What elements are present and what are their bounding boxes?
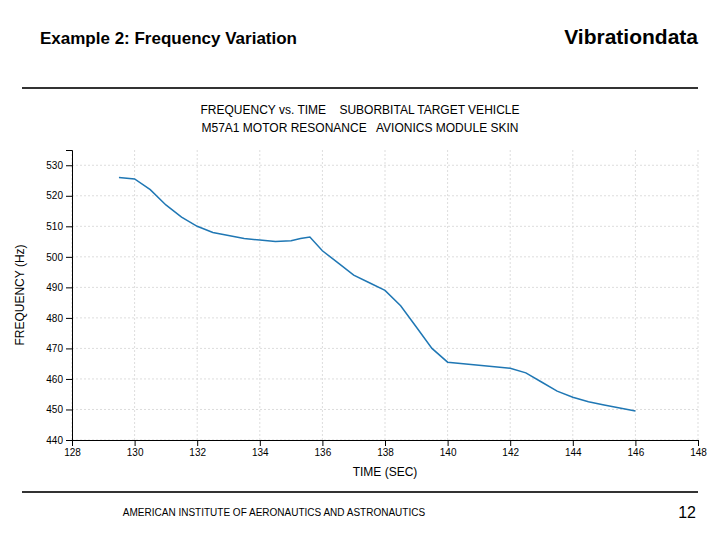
tick-label: 130: [127, 447, 144, 458]
tick-label: 134: [252, 447, 269, 458]
tick: 450: [46, 404, 72, 415]
line: [119, 177, 635, 411]
tick-label: 480: [46, 313, 63, 324]
grid-line: [72, 409, 698, 410]
tick-label: 470: [46, 343, 63, 354]
tick-label: 520: [46, 190, 63, 201]
tick: 480: [46, 313, 72, 324]
tick-mark: [66, 165, 72, 166]
tick-label: 146: [628, 447, 645, 458]
grid: [72, 150, 698, 440]
x-axis: 128 130 132 134 136 138 140 142 144 146 148: [64, 440, 707, 458]
grid-line: [72, 287, 698, 288]
chart: Example 2: Frequency Variation Vibrationd…: [0, 0, 720, 540]
tick: 500: [46, 252, 72, 263]
tick-label: 530: [46, 160, 63, 171]
axis-line: [73, 441, 699, 447]
tick-mark: [66, 348, 72, 349]
tick: 144: [565, 440, 582, 458]
grid-line: [72, 226, 698, 227]
y-axis: 440 450 460 470 480 490 500 510 520 530: [46, 151, 72, 446]
tick-label: 144: [565, 447, 582, 458]
tick: 520: [46, 190, 72, 201]
grid-line: [635, 150, 636, 440]
grid-line: [72, 256, 698, 257]
tick-mark: [66, 318, 72, 319]
tick-label: 128: [64, 447, 81, 458]
tick: 148: [690, 440, 707, 458]
tick-mark: [322, 440, 323, 446]
tick-mark: [66, 196, 72, 197]
tick-mark: [635, 440, 636, 446]
tick: 128: [64, 440, 81, 458]
tick-mark: [66, 226, 72, 227]
tick: 440: [46, 435, 72, 446]
grid-line: [134, 150, 135, 440]
tick: 490: [46, 282, 72, 293]
tick-label: 450: [46, 404, 63, 415]
grid-line: [698, 150, 699, 440]
header-rule: [22, 87, 698, 89]
tick-label: 142: [502, 447, 519, 458]
tick-mark: [448, 440, 449, 446]
tick-mark: [66, 257, 72, 258]
grid-line: [72, 195, 698, 196]
title: FREQUENCY vs. TIME SUBORBITAL TARGET VEH…: [201, 103, 520, 117]
tick-label: 500: [46, 252, 63, 263]
plot: 1281301321341361381401421441461484404504…: [13, 150, 707, 479]
grid-line: [72, 378, 698, 379]
header-left: Example 2: Frequency Variation: [40, 29, 297, 48]
tick-label: 148: [690, 447, 707, 458]
grid-line: [72, 317, 698, 318]
tick-label: 140: [440, 447, 457, 458]
tick-mark: [135, 440, 136, 446]
header-right: Vibrationdata: [564, 25, 698, 48]
tick-mark: [260, 440, 261, 446]
subtitle: M57A1 MOTOR RESONANCE AVIONICS MODULE SK…: [202, 121, 519, 135]
grid-line: [322, 150, 323, 440]
footer-rule: [22, 491, 698, 493]
grid-line: [259, 150, 260, 440]
tick-mark: [510, 440, 511, 446]
tick: 132: [189, 440, 206, 458]
y-axis-title: FREQUENCY (Hz): [13, 244, 27, 345]
tick: 140: [440, 440, 457, 458]
grid-line: [447, 150, 448, 440]
footer-text: AMERICAN INSTITUTE OF AERONAUTICS AND AS…: [123, 507, 426, 518]
tick: 142: [502, 440, 519, 458]
tick-mark: [197, 440, 198, 446]
grid-line: [385, 150, 386, 440]
tick-mark: [66, 440, 72, 441]
tick: 510: [46, 221, 72, 232]
tick: 134: [252, 440, 269, 458]
grid-line: [197, 150, 198, 440]
tick: 138: [377, 440, 394, 458]
tick-label: 510: [46, 221, 63, 232]
marks: [119, 177, 635, 411]
grid-line: [72, 165, 698, 166]
tick: 460: [46, 374, 72, 385]
grid-line: [72, 348, 698, 349]
tick-mark: [66, 287, 72, 288]
tick: 470: [46, 343, 72, 354]
tick-label: 136: [315, 447, 332, 458]
tick-mark: [385, 440, 386, 446]
tick-mark: [66, 409, 72, 410]
tick-label: 440: [46, 435, 63, 446]
axis-line: [66, 151, 73, 441]
x-axis-title: TIME (SEC): [353, 465, 418, 479]
page-number: 12: [678, 504, 696, 521]
tick-label: 460: [46, 374, 63, 385]
tick: 146: [628, 440, 645, 458]
tick: 530: [46, 160, 72, 171]
tick-mark: [698, 440, 699, 446]
tick-mark: [66, 379, 72, 380]
tick-mark: [573, 440, 574, 446]
tick: 136: [315, 440, 332, 458]
grid-line: [510, 150, 511, 440]
tick-label: 138: [377, 447, 394, 458]
tick-label: 132: [189, 447, 206, 458]
tick: 130: [127, 440, 144, 458]
tick-label: 490: [46, 282, 63, 293]
